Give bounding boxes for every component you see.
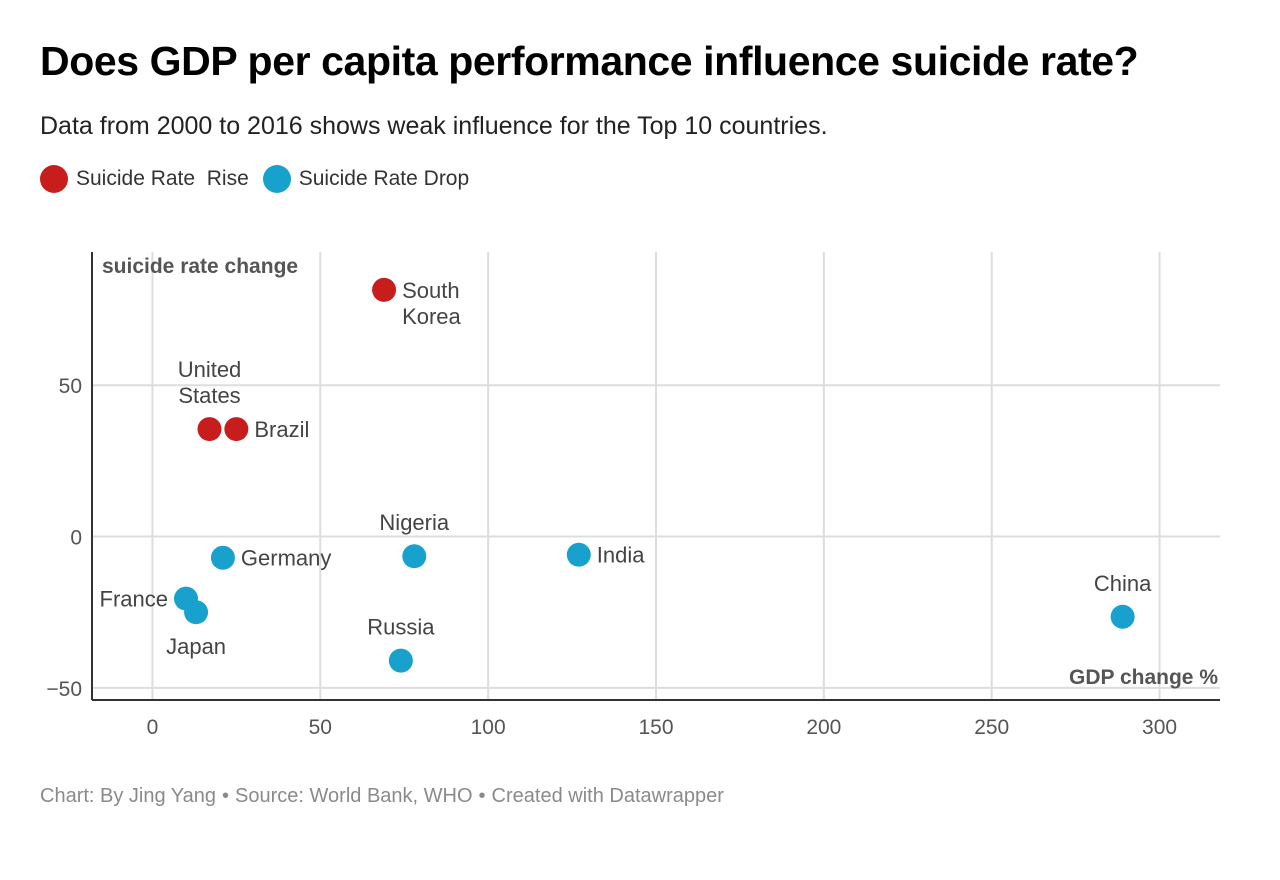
legend-item-drop: Suicide Rate Drop xyxy=(262,165,470,193)
footer-credit: Chart: By Jing Yang xyxy=(40,785,217,807)
x-tick-label: 300 xyxy=(1142,716,1177,739)
x-tick-label: 250 xyxy=(974,716,1009,739)
legend-label-rise: Suicide Rate Rise xyxy=(76,167,249,190)
data-point-label: Russia xyxy=(367,615,435,640)
x-tick-label: 150 xyxy=(638,716,673,739)
legend-swatch-rise xyxy=(40,165,68,193)
data-point xyxy=(402,544,427,569)
data-point xyxy=(372,277,397,302)
data-point xyxy=(197,417,222,442)
y-axis-label: suicide rate change xyxy=(102,255,298,278)
x-tick-label: 0 xyxy=(147,716,159,739)
data-point-label: Brazil xyxy=(254,417,309,442)
legend-label-drop: Suicide Rate Drop xyxy=(298,167,470,190)
data-point-label: Nigeria xyxy=(379,510,449,535)
footer-separator: • xyxy=(478,785,486,807)
footer-created-with: Created with Datawrapper xyxy=(491,785,724,807)
data-point xyxy=(184,600,209,625)
data-point xyxy=(1110,604,1135,629)
footer: Chart: By Jing Yang • Source: World Bank, … xyxy=(40,785,724,808)
legend-swatch-drop xyxy=(262,165,291,193)
data-point xyxy=(566,542,591,567)
x-tick-label: 200 xyxy=(806,716,841,739)
data-point-label: Japan xyxy=(166,634,226,659)
scatter-plot: 0 50 100 150 200 250 300 50 0 −50 suicide rate cha… xyxy=(46,252,1220,739)
y-tick-label: 0 xyxy=(70,527,82,550)
data-point-label: South Korea xyxy=(402,278,461,329)
data-point xyxy=(210,545,235,570)
data-point-label: India xyxy=(597,543,645,568)
data-point-label: United States xyxy=(178,357,242,408)
data-point-label: Germany xyxy=(241,546,331,571)
x-axis-label: GDP change % xyxy=(1069,666,1218,689)
y-tick-label: −50 xyxy=(46,678,82,701)
data-point-label: France xyxy=(100,587,168,612)
chart-subtitle: Data from 2000 to 2016 shows weak influe… xyxy=(40,112,828,140)
legend-item-rise: Suicide Rate Rise xyxy=(40,165,249,193)
data-point xyxy=(224,417,249,442)
x-tick-label: 50 xyxy=(309,716,332,739)
footer-source: Source: World Bank, WHO xyxy=(235,785,473,807)
y-tick-label: 50 xyxy=(59,375,82,398)
chart-title: Does GDP per capita performance influenc… xyxy=(40,38,1139,84)
footer-separator: • xyxy=(222,785,230,807)
legend: Suicide Rate Rise Suicide Rate Drop xyxy=(40,165,483,193)
x-tick-label: 100 xyxy=(471,716,506,739)
data-point-label: China xyxy=(1094,571,1152,596)
data-point xyxy=(388,648,413,673)
